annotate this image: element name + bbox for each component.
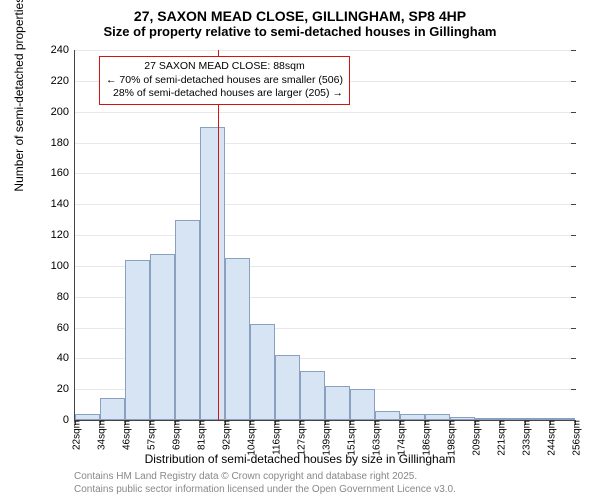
x-tick-label: 186sqm xyxy=(418,420,433,456)
x-tick-label: 209sqm xyxy=(468,420,483,456)
y-tick-mark xyxy=(571,173,576,174)
histogram-bar xyxy=(275,355,300,420)
histogram-bar xyxy=(100,398,125,420)
annotation-line1: 27 SAXON MEAD CLOSE: 88sqm xyxy=(106,60,343,74)
y-tick-label: 20 xyxy=(57,383,75,395)
gridline xyxy=(75,173,575,174)
histogram-bar xyxy=(300,371,325,420)
y-tick-mark xyxy=(571,112,576,113)
histogram-bar xyxy=(325,386,350,420)
histogram-bar xyxy=(200,127,225,420)
y-tick-label: 240 xyxy=(51,44,75,56)
annotation-line3: 28% of semi-detached houses are larger (… xyxy=(106,87,343,101)
reference-line xyxy=(218,50,219,420)
y-axis-label: Number of semi-detached properties xyxy=(12,0,26,192)
y-tick-mark xyxy=(571,143,576,144)
y-tick-label: 40 xyxy=(57,352,75,364)
y-tick-label: 120 xyxy=(51,229,75,241)
gridline xyxy=(75,204,575,205)
gridline xyxy=(75,50,575,51)
x-tick-label: 81sqm xyxy=(193,420,208,450)
y-tick-label: 80 xyxy=(57,291,75,303)
y-tick-label: 140 xyxy=(51,198,75,210)
histogram-bar xyxy=(150,254,175,421)
x-tick-label: 116sqm xyxy=(268,420,283,455)
annotation-line2: ← 70% of semi-detached houses are smalle… xyxy=(106,74,343,88)
footer-credits: Contains HM Land Registry data © Crown c… xyxy=(74,471,456,496)
footer-line2: Contains public sector information licen… xyxy=(74,484,456,497)
gridline xyxy=(75,112,575,113)
x-tick-label: 244sqm xyxy=(543,420,558,456)
histogram-bar xyxy=(225,258,250,420)
x-tick-label: 221sqm xyxy=(493,420,508,456)
x-tick-label: 151sqm xyxy=(343,420,358,456)
annotation-box: 27 SAXON MEAD CLOSE: 88sqm ← 70% of semi… xyxy=(99,56,350,105)
y-tick-label: 200 xyxy=(51,106,75,118)
x-tick-label: 174sqm xyxy=(393,420,408,456)
footer-line1: Contains HM Land Registry data © Crown c… xyxy=(74,471,456,484)
x-tick-label: 139sqm xyxy=(318,420,333,456)
x-tick-label: 22sqm xyxy=(68,420,83,450)
histogram-bar xyxy=(125,260,150,420)
chart-title-main: 27, SAXON MEAD CLOSE, GILLINGHAM, SP8 4H… xyxy=(0,0,600,24)
y-tick-label: 100 xyxy=(51,260,75,272)
y-tick-label: 220 xyxy=(51,75,75,87)
y-tick-mark xyxy=(571,50,576,51)
gridline xyxy=(75,143,575,144)
x-tick-label: 34sqm xyxy=(93,420,108,450)
x-tick-label: 163sqm xyxy=(368,420,383,456)
y-tick-mark xyxy=(571,389,576,390)
y-tick-mark xyxy=(571,204,576,205)
y-tick-label: 180 xyxy=(51,137,75,149)
x-tick-label: 57sqm xyxy=(143,420,158,450)
x-tick-label: 233sqm xyxy=(518,420,533,456)
x-tick-label: 256sqm xyxy=(568,420,583,456)
gridline xyxy=(75,235,575,236)
y-tick-mark xyxy=(571,328,576,329)
y-tick-mark xyxy=(571,358,576,359)
x-tick-label: 69sqm xyxy=(168,420,183,450)
y-tick-mark xyxy=(571,266,576,267)
chart-container: 27, SAXON MEAD CLOSE, GILLINGHAM, SP8 4H… xyxy=(0,0,600,500)
y-tick-label: 60 xyxy=(57,322,75,334)
x-tick-label: 46sqm xyxy=(118,420,133,450)
histogram-bar xyxy=(175,220,200,420)
x-tick-label: 127sqm xyxy=(293,420,308,456)
x-tick-label: 104sqm xyxy=(243,420,258,456)
y-tick-mark xyxy=(571,235,576,236)
y-tick-mark xyxy=(571,81,576,82)
chart-title-sub: Size of property relative to semi-detach… xyxy=(0,24,600,43)
histogram-bar xyxy=(350,389,375,420)
x-axis-label: Distribution of semi-detached houses by … xyxy=(0,452,600,466)
x-tick-label: 198sqm xyxy=(443,420,458,456)
histogram-bar xyxy=(250,324,275,420)
x-tick-label: 92sqm xyxy=(218,420,233,450)
histogram-bar xyxy=(375,411,400,420)
plot-area: 02040608010012014016018020022024022sqm34… xyxy=(74,50,575,421)
y-tick-mark xyxy=(571,297,576,298)
y-tick-label: 160 xyxy=(51,167,75,179)
